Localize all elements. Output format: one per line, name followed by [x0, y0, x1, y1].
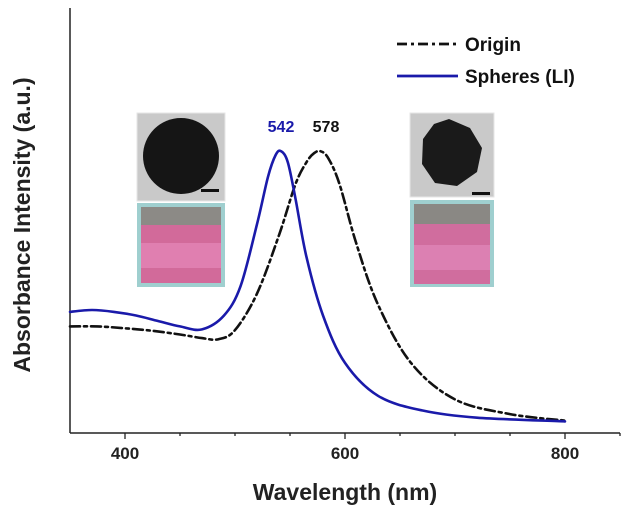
series-line-origin: [68, 149, 567, 422]
inset-tem-origin: [409, 112, 495, 198]
y-axis-title: Absorbance Intensity (a.u.): [9, 77, 35, 372]
labels-layer: 542 578: [268, 119, 340, 136]
x-tick-label: 400: [111, 444, 139, 463]
peak-label-542: 542: [268, 119, 295, 136]
x-tick-label: 600: [331, 444, 359, 463]
x-tick-label: 800: [551, 444, 579, 463]
legend-label-origin: Origin: [465, 35, 521, 56]
inset-images: [136, 112, 495, 287]
inset-vial-sphere: [137, 203, 225, 287]
series-line-spheres: [68, 149, 567, 423]
inset-tem-sphere: [136, 112, 226, 202]
inset-vial-origin: [410, 200, 494, 287]
plot-axes: 400 600 800: [69, 8, 621, 463]
peak-label-578: 578: [313, 119, 340, 136]
x-axis-title: Wavelength (nm): [253, 479, 437, 505]
legend: Origin Spheres (LI): [397, 35, 575, 88]
series-layer: [68, 149, 567, 423]
legend-label-spheres: Spheres (LI): [465, 67, 575, 88]
